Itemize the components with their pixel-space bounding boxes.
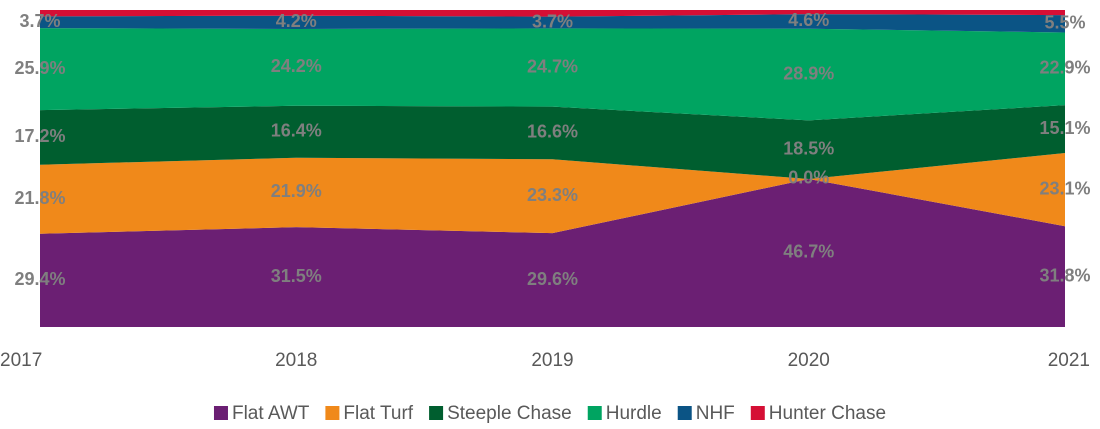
legend: Flat AWT Flat Turf Steeple Chase Hurdle NHF H… [213, 403, 886, 424]
legend-label: Steeple Chase [447, 403, 572, 424]
area [40, 10, 1065, 17]
legend-label: NHF [696, 403, 735, 424]
area [40, 152, 1065, 234]
data-label: 18.5% [783, 138, 834, 158]
data-label: 4.2% [276, 11, 317, 31]
legend-label: Hurdle [606, 403, 662, 424]
legend-swatch [213, 406, 228, 420]
x-tick-label: 2021 [1048, 350, 1090, 371]
x-tick-label: 2020 [788, 350, 830, 371]
data-label: 31.8% [1039, 265, 1090, 285]
data-label: 46.7% [783, 242, 834, 262]
data-label: 5.5% [1044, 13, 1085, 33]
legend-swatch [677, 406, 692, 420]
data-label: 16.6% [527, 122, 578, 142]
area [40, 28, 1065, 121]
legend-swatch [750, 406, 765, 420]
legend-swatch [325, 406, 340, 420]
data-label: 24.7% [527, 56, 578, 76]
legend-label: Hunter Chase [769, 403, 886, 424]
legend-swatch [587, 406, 602, 420]
data-label: 17.2% [14, 126, 65, 146]
data-label: 23.1% [1039, 178, 1090, 198]
area [40, 178, 1065, 327]
x-tick-label: 2018 [275, 350, 317, 371]
legend-swatch [429, 406, 444, 420]
data-label: 31.5% [271, 266, 322, 286]
data-label: 15.1% [1039, 118, 1090, 138]
data-label: 21.8% [14, 188, 65, 208]
area [40, 105, 1065, 179]
x-tick-label: 2019 [531, 350, 573, 371]
legend-label: Flat Turf [343, 403, 413, 424]
data-label: 24.2% [271, 56, 322, 76]
data-label: 25.9% [14, 58, 65, 78]
data-label: 22.9% [1039, 58, 1090, 78]
data-label: 28.9% [783, 63, 834, 83]
data-label: 29.4% [14, 269, 65, 289]
data-label: 3.7% [19, 11, 60, 31]
legend-label: Flat AWT [232, 403, 310, 424]
data-label: 21.9% [271, 181, 322, 201]
data-label: 3.7% [532, 11, 573, 31]
x-tick-label: 2017 [0, 350, 42, 371]
data-label: 4.6% [788, 10, 829, 30]
data-label: 0.0% [788, 168, 829, 188]
area [40, 14, 1065, 33]
data-label: 23.3% [527, 185, 578, 205]
data-label: 16.4% [271, 120, 322, 140]
data-label: 29.6% [527, 269, 578, 289]
